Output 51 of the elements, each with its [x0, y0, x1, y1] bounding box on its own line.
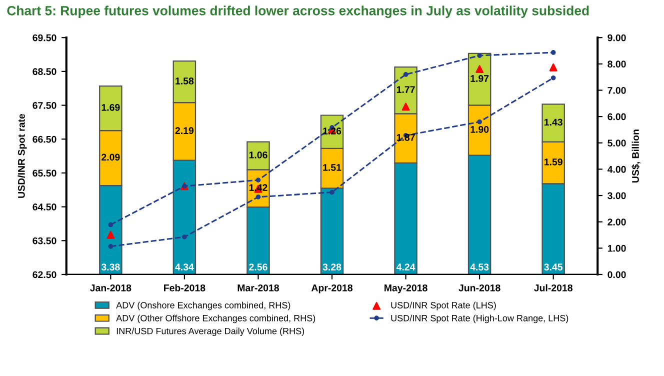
y-tick-label: 66.50	[32, 136, 56, 143]
y-tick-label: 69.50	[32, 34, 56, 42]
legend-label: USD/INR Spot Rate (High-Low Range, LHS)	[391, 314, 568, 324]
data-label: 2.09	[102, 154, 120, 161]
data-label: 1.59	[544, 158, 562, 166]
y-tick-label: 64.50	[32, 204, 56, 210]
data-label: 4.34	[175, 264, 194, 270]
y-tick-label: 62.50	[32, 271, 56, 278]
y2-tick-label: 8.00	[608, 60, 626, 68]
y2-tick-label: 2.00	[608, 218, 626, 226]
legend-label: INR/USD Futures Average Daily Volume (RHS)	[116, 328, 304, 336]
x-tick-label: Jan-2018	[90, 284, 132, 292]
y-tick-label: 65.50	[32, 170, 56, 177]
y2-tick-label: 9.00	[608, 34, 626, 42]
legend-label: USD/INR Spot Rate (LHS)	[391, 302, 496, 310]
data-label: 3.28	[322, 264, 342, 270]
y2-tick-label: 6.00	[608, 113, 626, 120]
data-label: 2.56	[249, 264, 268, 270]
data-label: 3.45	[544, 264, 563, 270]
y2-tick-label: 0.00	[608, 271, 626, 278]
data-label: 4.53	[470, 264, 489, 270]
y2-tick-label: 3.00	[608, 192, 626, 200]
x-tick-label: Feb-2018	[164, 284, 206, 292]
data-label: 1.43	[544, 118, 562, 126]
y2-tick-label: 5.00	[608, 140, 626, 146]
data-label: 2.19	[175, 127, 194, 134]
y-tick-label: 67.50	[32, 102, 56, 109]
data-label: 1.69	[102, 104, 120, 111]
data-label: 1.58	[176, 78, 194, 84]
x-tick-label: Jul-2018	[534, 284, 572, 292]
y2-tick-label: 1.00	[608, 244, 626, 252]
y-tick-label: 68.50	[32, 68, 56, 76]
data-label: 1.06	[249, 152, 268, 158]
legend-label: ADV (Other Offshore Exchanges combined, RHS)	[116, 314, 316, 324]
data-label: 1.51	[323, 164, 342, 171]
data-label: 1.97	[470, 75, 489, 82]
x-tick-label: Jun-2018	[458, 284, 500, 292]
y2-tick-label: 7.00	[608, 86, 626, 94]
data-label: 4.24	[396, 264, 416, 270]
data-label: 3.38	[101, 264, 120, 270]
x-tick-label: May-2018	[384, 284, 428, 294]
y2-axis-title: US$, Billion	[632, 130, 640, 182]
data-label: 1.90	[470, 126, 489, 133]
x-tick-label: Apr-2018	[311, 284, 353, 294]
chart-title: Chart 5: Rupee futures volumes drifted lower across exchanges in July as volatility subsided	[7, 6, 589, 18]
legend-label: ADV (Onshore Exchanges combined, RHS)	[116, 302, 290, 310]
y-tick-label: 63.50	[32, 237, 56, 244]
y-axis-title: USD/INR Spot rate	[18, 114, 27, 198]
y2-tick-label: 4.00	[607, 166, 626, 173]
x-tick-label: Mar-2018	[238, 284, 280, 292]
data-label: 1.77	[396, 86, 415, 93]
